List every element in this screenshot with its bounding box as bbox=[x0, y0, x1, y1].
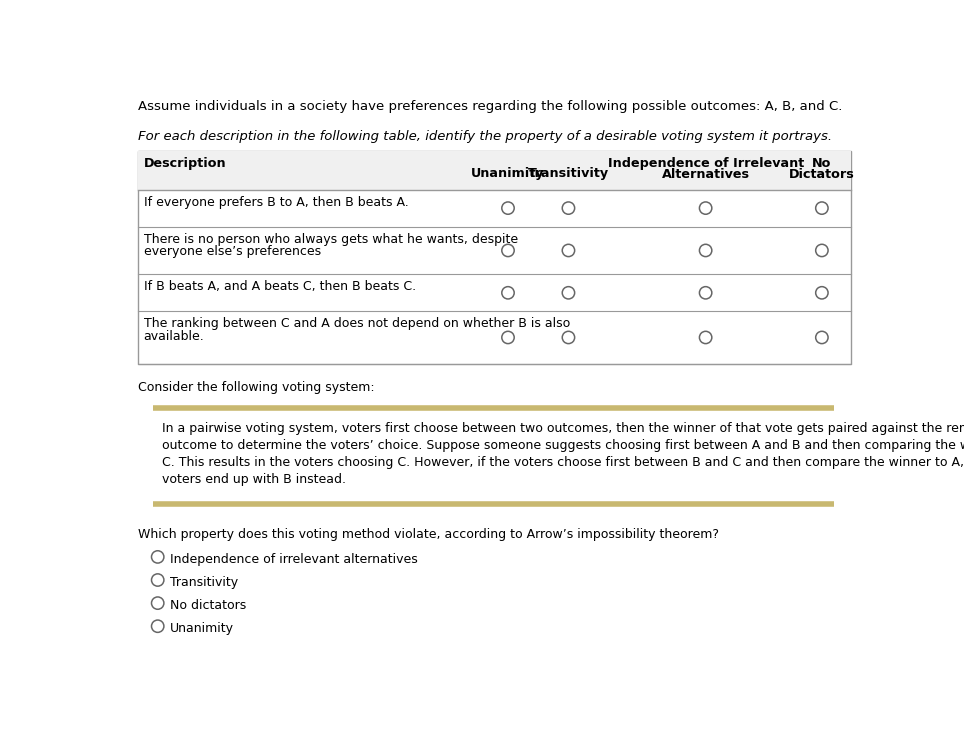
Text: The ranking between C and A does not depend on whether B is also: The ranking between C and A does not dep… bbox=[144, 318, 570, 330]
Text: No dictators: No dictators bbox=[170, 599, 247, 612]
Text: available.: available. bbox=[144, 330, 204, 342]
Text: Consider the following voting system:: Consider the following voting system: bbox=[138, 380, 374, 394]
Text: C. This results in the voters choosing C. However, if the voters choose first be: C. This results in the voters choosing C… bbox=[162, 456, 964, 469]
Text: Independence of Irrelevant: Independence of Irrelevant bbox=[607, 157, 804, 170]
Text: In a pairwise voting system, voters first choose between two outcomes, then the : In a pairwise voting system, voters firs… bbox=[162, 422, 964, 435]
Text: Description: Description bbox=[144, 157, 227, 169]
Text: everyone else’s preferences: everyone else’s preferences bbox=[144, 245, 321, 258]
Text: Which property does this voting method violate, according to Arrow’s impossibili: Which property does this voting method v… bbox=[138, 528, 718, 542]
FancyBboxPatch shape bbox=[138, 151, 850, 189]
Text: Assume individuals in a society have preferences regarding the following possibl: Assume individuals in a society have pre… bbox=[138, 100, 842, 113]
Text: outcome to determine the voters’ choice. Suppose someone suggests choosing first: outcome to determine the voters’ choice.… bbox=[162, 439, 964, 452]
Text: There is no person who always gets what he wants, despite: There is no person who always gets what … bbox=[144, 233, 518, 245]
Text: If everyone prefers B to A, then B beats A.: If everyone prefers B to A, then B beats… bbox=[144, 195, 409, 209]
Text: voters end up with B instead.: voters end up with B instead. bbox=[162, 473, 346, 486]
Text: Independence of irrelevant alternatives: Independence of irrelevant alternatives bbox=[170, 553, 417, 566]
Text: No: No bbox=[813, 157, 832, 170]
Text: Transitivity: Transitivity bbox=[528, 166, 609, 180]
Text: Alternatives: Alternatives bbox=[661, 168, 750, 181]
Text: If B beats A, and A beats C, then B beats C.: If B beats A, and A beats C, then B beat… bbox=[144, 280, 415, 293]
Text: Transitivity: Transitivity bbox=[170, 576, 238, 589]
Text: Dictators: Dictators bbox=[789, 168, 855, 181]
Text: For each description in the following table, identify the property of a desirabl: For each description in the following ta… bbox=[138, 130, 832, 142]
FancyBboxPatch shape bbox=[138, 151, 850, 363]
Text: Unanimity: Unanimity bbox=[471, 166, 545, 180]
Text: Unanimity: Unanimity bbox=[170, 622, 234, 636]
